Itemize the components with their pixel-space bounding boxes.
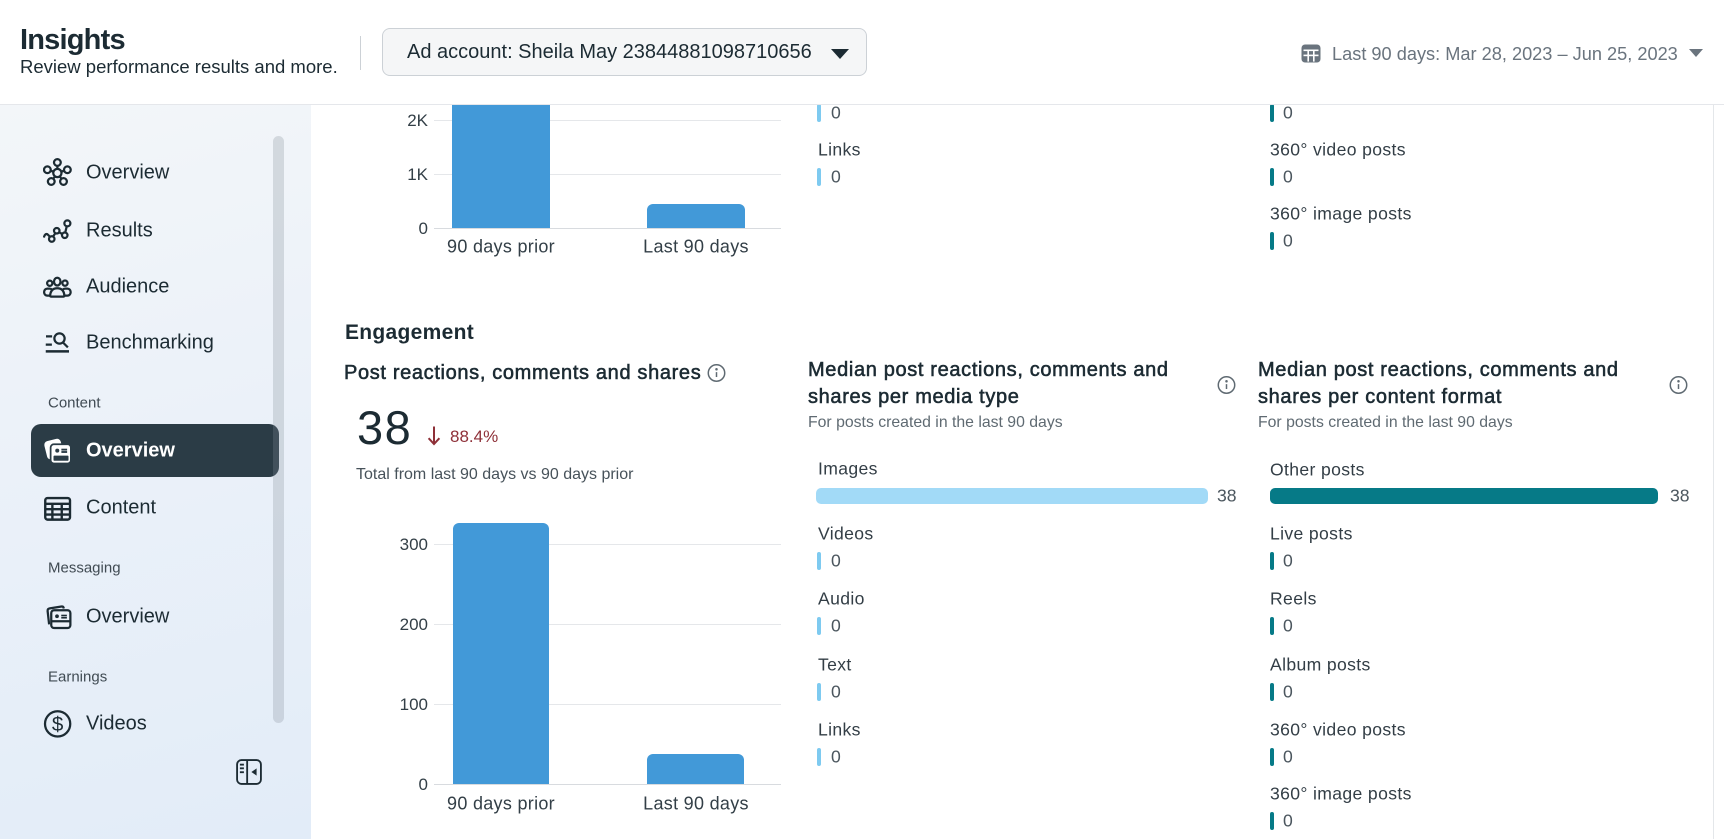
svg-text:$: $	[52, 713, 64, 736]
